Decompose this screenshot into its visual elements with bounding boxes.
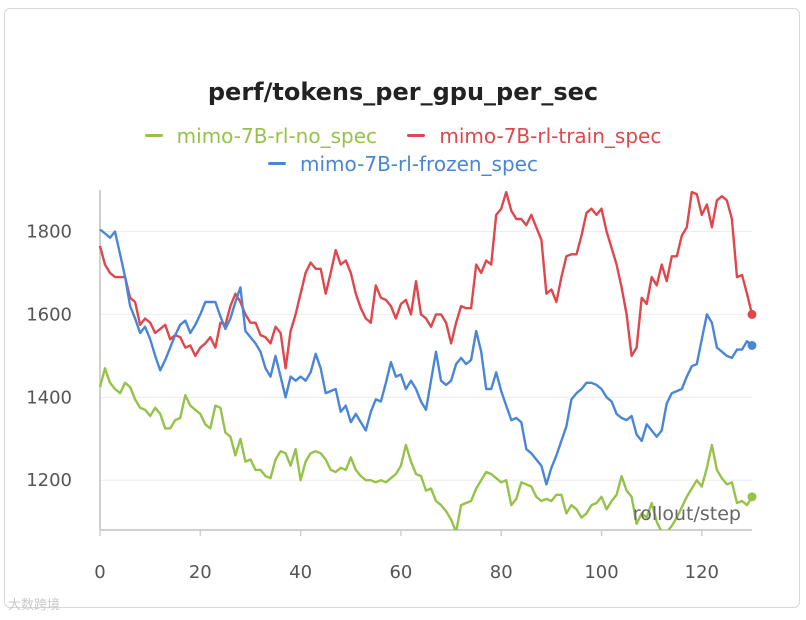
legend-swatch-train-spec bbox=[407, 134, 426, 137]
legend-swatch-no-spec bbox=[144, 134, 163, 137]
series-lines bbox=[98, 190, 757, 530]
legend-row-1: mimo-7B-rl-no_spec mimo-7B-rl-train_spec bbox=[0, 118, 806, 148]
x-tick-label: 120 bbox=[685, 562, 719, 583]
x-tick-label: 40 bbox=[289, 562, 312, 583]
watermark-text: 大数跨境 bbox=[8, 598, 61, 613]
legend-swatch-frozen-spec bbox=[268, 162, 287, 165]
legend-item-frozen-spec[interactable]: mimo-7B-rl-frozen_spec bbox=[268, 152, 538, 176]
series-endpoint-no-spec bbox=[747, 492, 757, 502]
axes: 1200 1400 1600 1800 0 20 40 60 80 100 120 bbox=[26, 190, 752, 583]
legend-item-no-spec[interactable]: mimo-7B-rl-no_spec bbox=[144, 123, 377, 148]
chart-title: perf/tokens_per_gpu_per_sec bbox=[207, 78, 599, 106]
x-axis-label: rollout/step bbox=[633, 503, 741, 525]
x-tick-label: 60 bbox=[389, 562, 412, 583]
legend-item-train-spec[interactable]: mimo-7B-rl-train_spec bbox=[407, 124, 661, 148]
x-tick-label: 100 bbox=[584, 562, 618, 583]
legend-label-train-spec: mimo-7B-rl-train_spec bbox=[439, 123, 662, 148]
series-endpoint-frozen-spec bbox=[747, 340, 757, 350]
y-tick-label: 1600 bbox=[26, 304, 72, 325]
legend-label-no-spec: mimo-7B-rl-no_spec bbox=[176, 123, 377, 148]
x-tick-label: 20 bbox=[189, 562, 212, 583]
x-tick-label: 0 bbox=[94, 562, 105, 583]
legend-label-frozen-spec: mimo-7B-rl-frozen_spec bbox=[300, 151, 538, 176]
series-line-no-spec bbox=[98, 367, 754, 530]
x-tick-label: 80 bbox=[490, 562, 513, 583]
series-endpoint-train-spec bbox=[747, 309, 757, 319]
y-tick-label: 1400 bbox=[26, 387, 72, 408]
series-line-train-spec bbox=[98, 190, 754, 370]
series-line-frozen-spec bbox=[99, 228, 753, 486]
y-tick-label: 1800 bbox=[26, 221, 72, 242]
y-tick-label: 1200 bbox=[26, 470, 72, 491]
grid bbox=[100, 230, 752, 481]
legend-row-2: mimo-7B-rl-frozen_spec bbox=[0, 146, 806, 176]
